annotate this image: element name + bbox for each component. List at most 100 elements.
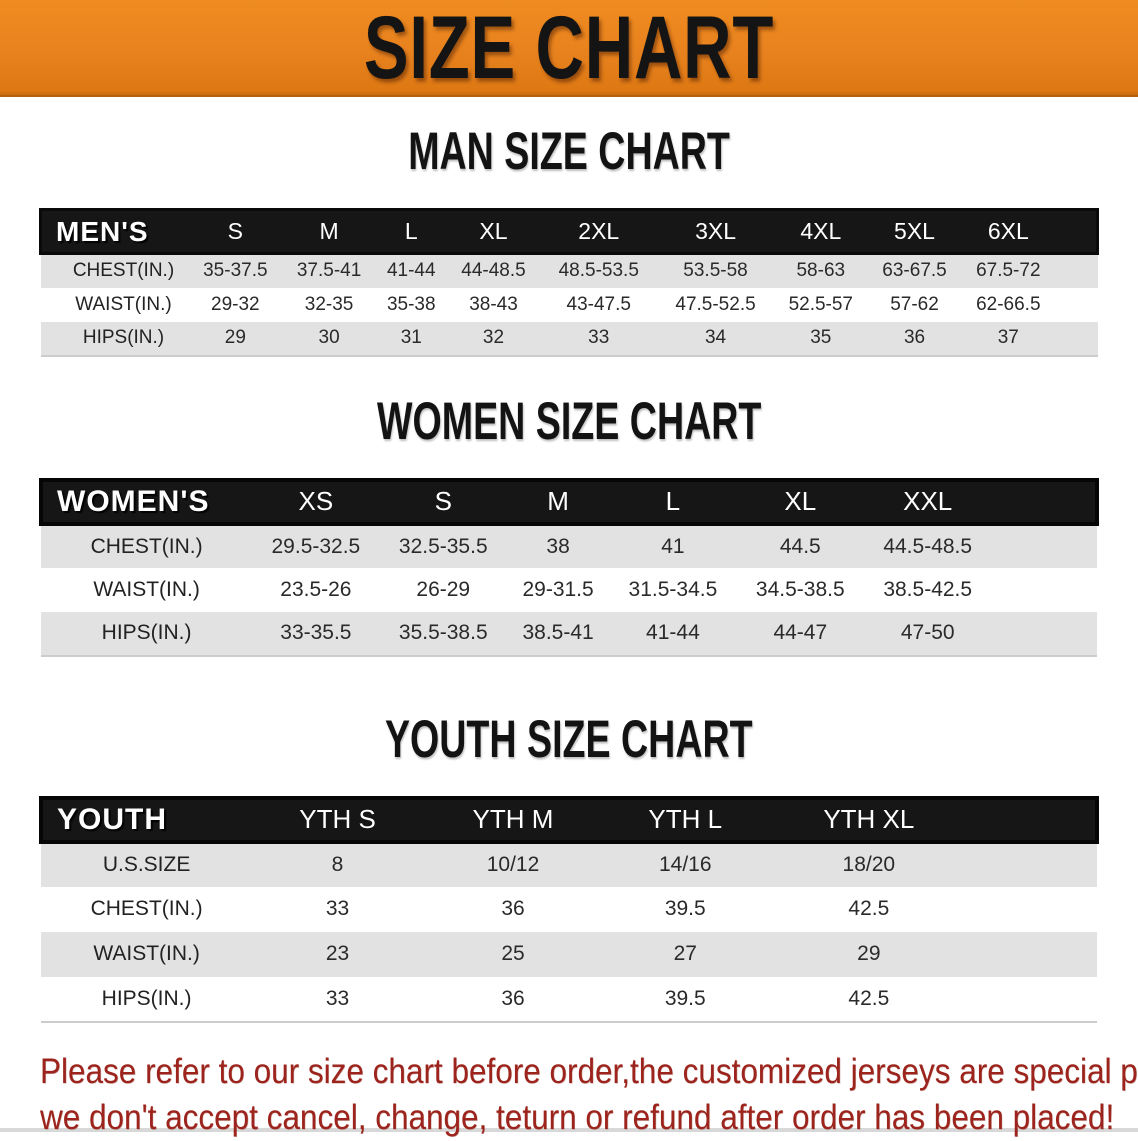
men-row-filler <box>1055 322 1097 356</box>
women-measure-value: 38.5-41 <box>522 621 594 644</box>
men-measure-row: WAIST(IN.) 29-32 32-35 35-38 38-43 43-47.5 47.… <box>41 288 1098 322</box>
women-size-column: S <box>434 486 452 516</box>
man-size-chart-title: MAN SIZE CHART <box>408 120 730 181</box>
youth-size-column: YTH L <box>648 804 723 834</box>
youth-measure-value: 42.5 <box>848 986 890 1010</box>
men-measure-value: 34 <box>704 327 727 348</box>
youth-measure-value: 29 <box>857 942 881 965</box>
men-measure-value: 43-47.5 <box>566 293 631 315</box>
women-size-table: WOMEN'S XS S M L XL XXL CHEST(IN.) 29.5-32.5 32.5… <box>39 478 1099 657</box>
women-measure-value: 32.5-35.5 <box>398 534 488 558</box>
men-header-filler <box>1055 210 1097 254</box>
men-measure-value: 48.5-53.5 <box>558 260 639 282</box>
men-measure-value: 29-32 <box>211 293 260 315</box>
men-measure-value: 35-38 <box>386 293 436 315</box>
youth-measure-value: 23 <box>325 942 350 965</box>
youth-section-heading: YOUTH SIZE CHART <box>0 708 1138 779</box>
youth-measure-label: WAIST(IN.) <box>93 942 200 965</box>
men-measure-value: 53.5-58 <box>683 260 748 282</box>
women-measure-value: 38.5-42.5 <box>883 577 973 601</box>
men-measure-value: 37 <box>997 327 1019 348</box>
women-row-filler <box>991 612 1097 656</box>
youth-measure-value: 39.5 <box>664 897 706 920</box>
men-row-filler <box>1055 288 1097 322</box>
men-measure-value: 35 <box>810 327 832 348</box>
women-section-heading: WOMEN SIZE CHART <box>0 390 1138 461</box>
men-size-column: 2XL <box>578 218 620 244</box>
women-header-row: WOMEN'S XS S M L XL XXL <box>41 480 1097 524</box>
women-measure-value: 41-44 <box>646 621 700 644</box>
men-measure-value: 63-67.5 <box>882 260 947 282</box>
youth-measure-value: 36 <box>501 897 525 920</box>
youth-size-chart-title: YOUTH SIZE CHART <box>385 708 753 768</box>
men-row-filler <box>1055 254 1097 288</box>
youth-measure-value: 8 <box>331 853 344 876</box>
women-measure-label: WAIST(IN.) <box>93 577 200 601</box>
youth-measure-value: 39.5 <box>664 986 706 1010</box>
youth-measure-value: 36 <box>501 986 525 1010</box>
youth-measure-row: CHEST(IN.) 33 36 39.5 42.5 <box>41 887 1097 932</box>
men-measure-value: 47.5-52.5 <box>675 293 756 315</box>
men-measure-value: 41-44 <box>386 260 436 282</box>
women-size-chart-title: WOMEN SIZE CHART <box>376 390 762 450</box>
women-measure-value: 29.5-32.5 <box>271 534 361 558</box>
women-group-label: WOMEN'S <box>57 484 210 518</box>
size-chart-banner: SIZE CHART <box>0 0 1138 97</box>
men-measure-label: CHEST(IN.) <box>72 260 175 282</box>
man-section-heading: MAN SIZE CHART <box>0 120 1138 191</box>
men-measure-value: 35-37.5 <box>203 260 268 282</box>
men-measure-value: 67.5-72 <box>976 260 1041 282</box>
men-measure-value: 31 <box>400 327 422 348</box>
youth-measure-row: HIPS(IN.) 33 36 39.5 42.5 <box>41 977 1097 1022</box>
youth-measure-label: HIPS(IN.) <box>101 986 192 1010</box>
women-measure-label: CHEST(IN.) <box>90 534 203 558</box>
disclaimer-line-2: we don't accept cancel, change, teturn o… <box>40 1095 1138 1141</box>
youth-row-filler <box>970 932 1097 977</box>
men-measure-row: HIPS(IN.) 29 30 31 32 33 34 35 36 37 <box>40 321 1098 356</box>
women-size-column: XS <box>298 486 334 516</box>
women-measure-value: 29-31.5 <box>522 577 594 601</box>
youth-measure-label: U.S.SIZE <box>102 853 191 876</box>
men-measure-value: 44-48.5 <box>461 260 526 282</box>
men-measure-value: 33 <box>588 327 610 348</box>
youth-measure-value: 33 <box>325 897 350 920</box>
youth-measure-value: 14/16 <box>658 853 712 876</box>
men-size-column: 5XL <box>894 218 935 244</box>
banner-title: SIZE CHART <box>363 0 775 98</box>
youth-measure-row: U.S.SIZE 8 10/12 14/16 18/20 <box>41 841 1097 887</box>
women-measure-value: 44.5-48.5 <box>883 534 973 558</box>
women-measure-value: 23.5-26 <box>280 577 352 601</box>
women-measure-value: 35.5-38.5 <box>398 621 488 644</box>
youth-size-table: YOUTH YTH S YTH M YTH L YTH XL U.S.SIZE 8 10/12… <box>39 796 1099 1023</box>
disclaimer-line-1-text: Please refer to our size chart before or… <box>40 1051 1138 1091</box>
women-measure-row: CHEST(IN.) 29.5-32.5 32.5-35.5 38 41 44.5 44.5… <box>41 523 1097 568</box>
men-size-column: L <box>404 218 418 244</box>
youth-row-filler <box>970 887 1097 932</box>
men-size-column: 6XL <box>987 218 1029 244</box>
women-size-column: M <box>547 486 569 516</box>
women-measure-value: 41 <box>661 534 685 558</box>
men-measure-label: WAIST(IN.) <box>75 293 172 315</box>
men-measure-value: 29 <box>224 327 246 348</box>
men-measure-value: 36 <box>903 327 926 348</box>
disclaimer-note: Please refer to our size chart before or… <box>40 1049 1138 1141</box>
men-measure-value: 37.5-41 <box>296 260 362 282</box>
women-header-filler <box>991 480 1097 524</box>
youth-measure-value: 18/20 <box>842 853 896 876</box>
men-measure-value: 32 <box>482 327 505 348</box>
youth-measure-label: CHEST(IN.) <box>90 897 203 920</box>
women-size-column: XL <box>784 486 817 516</box>
women-size-column: L <box>665 486 681 516</box>
youth-measure-value: 33 <box>325 986 350 1010</box>
women-measure-value: 26-29 <box>416 577 471 601</box>
women-row-filler <box>991 568 1097 612</box>
women-size-column: XXL <box>903 486 953 516</box>
women-measure-value: 38 <box>546 534 570 558</box>
men-measure-value: 30 <box>318 327 340 348</box>
men-header-row: MEN'S S M L XL 2XL 3XL 4XL 5XL 6XL <box>41 210 1098 254</box>
youth-measure-value: 27 <box>673 942 697 965</box>
men-group-label: MEN'S <box>56 215 149 247</box>
women-measure-value: 44-47 <box>773 621 828 644</box>
men-size-column: 4XL <box>800 218 842 244</box>
women-measure-value: 33-35.5 <box>280 621 352 644</box>
